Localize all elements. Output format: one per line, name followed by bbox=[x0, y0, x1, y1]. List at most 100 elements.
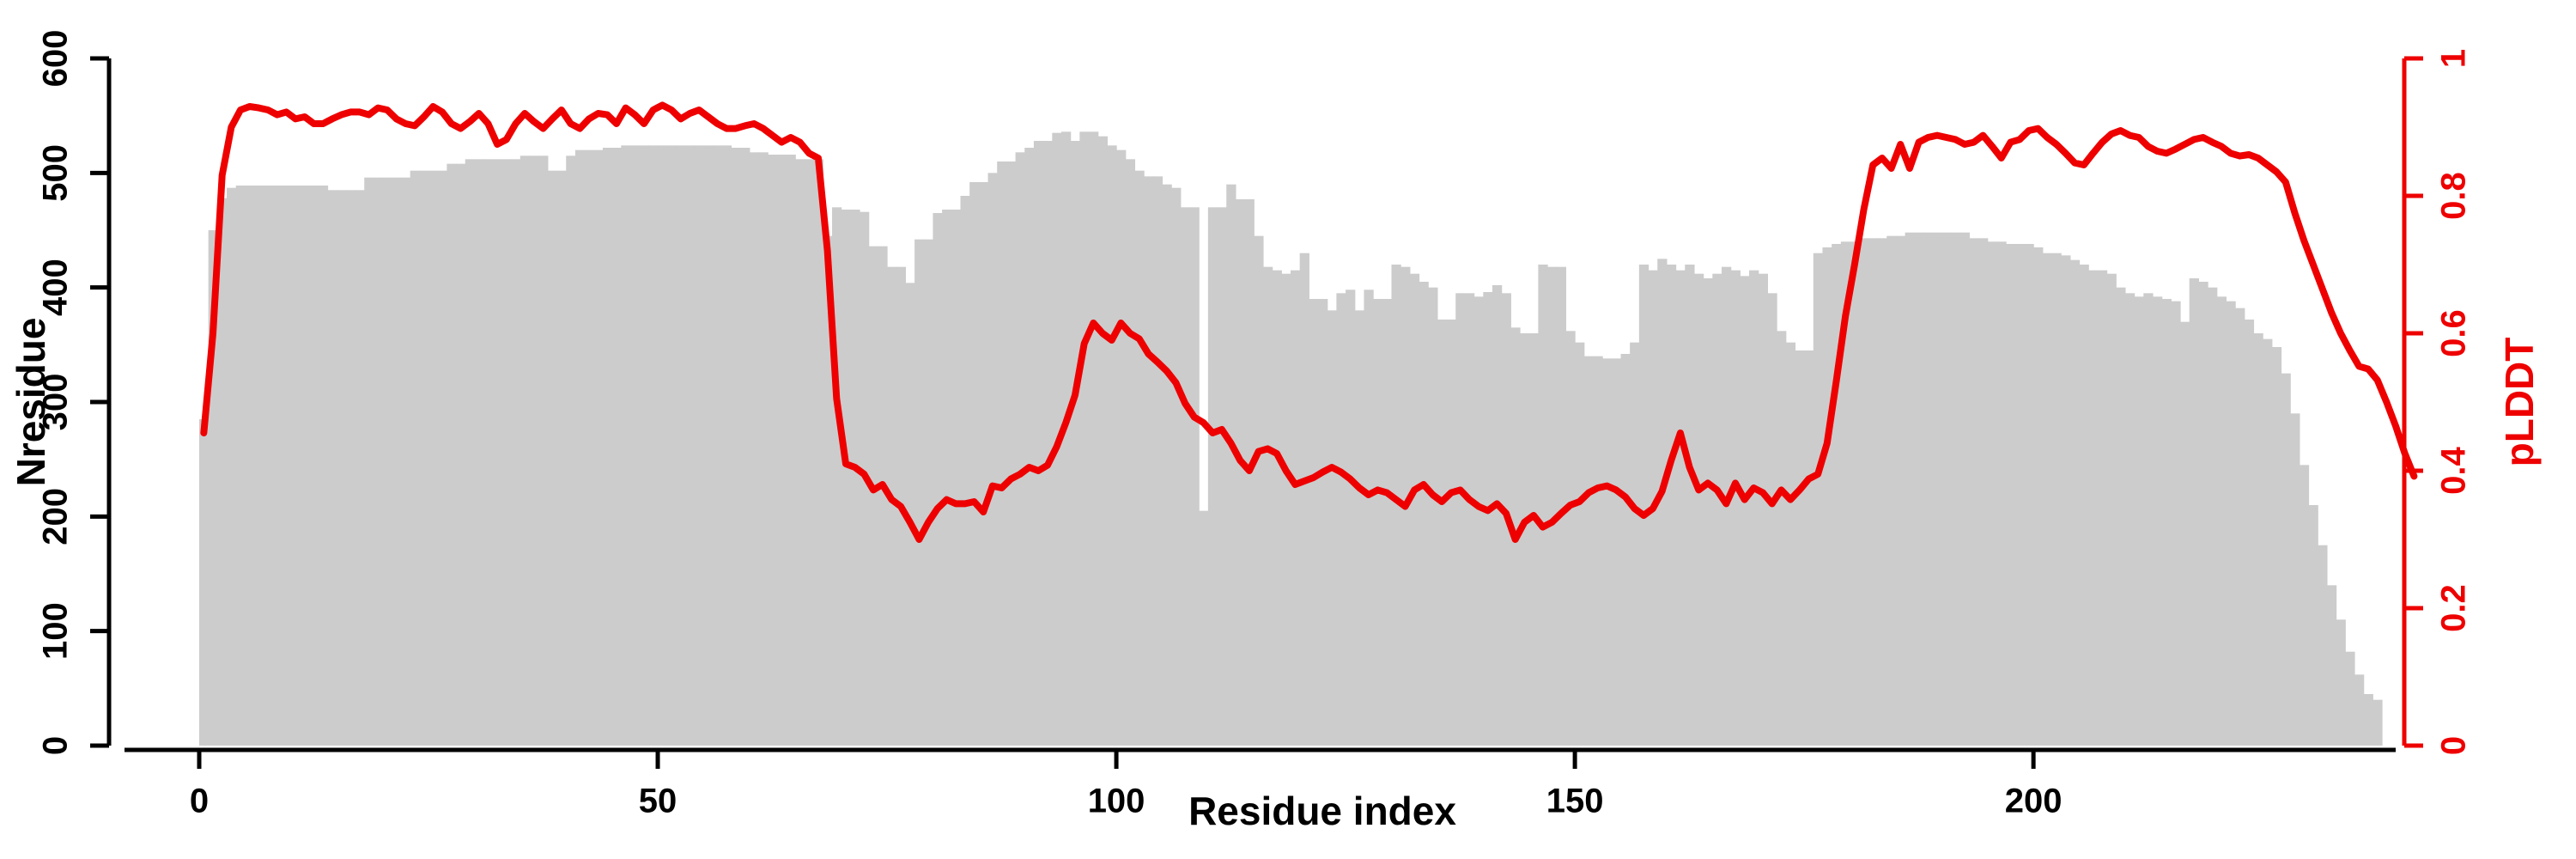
nresidue-bar bbox=[2069, 259, 2081, 746]
nresidue-bar bbox=[309, 186, 319, 746]
nresidue-bar bbox=[1199, 510, 1209, 746]
nresidue-bar bbox=[584, 149, 594, 746]
nresidue-bar bbox=[1492, 285, 1503, 746]
right-tick-label: 0.4 bbox=[2435, 446, 2473, 494]
nresidue-bar bbox=[245, 186, 255, 746]
nresidue-bar bbox=[1336, 293, 1346, 746]
nresidue-bar bbox=[400, 177, 411, 746]
nresidue-bar bbox=[1602, 358, 1613, 746]
nresidue-bar bbox=[547, 170, 558, 746]
right-tick-label: 1 bbox=[2435, 49, 2473, 68]
nresidue-bar bbox=[2216, 296, 2227, 746]
nresidue-bar bbox=[1712, 273, 1722, 746]
nresidue-bar bbox=[1033, 141, 1044, 746]
nresidue-bar bbox=[227, 187, 237, 746]
nresidue-bar bbox=[850, 210, 860, 746]
nresidue-bar bbox=[1327, 310, 1337, 746]
nresidue-bar bbox=[1767, 293, 1777, 746]
nresidue-bar bbox=[566, 155, 576, 746]
nresidue-bar bbox=[831, 207, 842, 746]
nresidue-bar bbox=[1409, 273, 1420, 746]
nresidue-bar bbox=[2372, 699, 2383, 746]
nresidue-bar bbox=[2097, 270, 2108, 746]
nresidue-bar bbox=[428, 170, 439, 746]
plddt-line bbox=[200, 101, 2418, 543]
nresidue-bar bbox=[1565, 331, 1576, 746]
nresidue-bar bbox=[1015, 152, 1025, 746]
nresidue-bar bbox=[823, 235, 833, 746]
nresidue-bar bbox=[1941, 232, 1952, 746]
nresidue-bar bbox=[2318, 545, 2328, 746]
nresidue-bar bbox=[1620, 354, 1631, 746]
x-axis-title: Residue index bbox=[1188, 789, 1456, 833]
nresidue-bar bbox=[290, 186, 301, 746]
nresidue-bar bbox=[2124, 293, 2136, 746]
nresidue-bar bbox=[914, 239, 925, 746]
nresidue-bar bbox=[987, 173, 998, 746]
nresidue-bar bbox=[1254, 235, 1264, 746]
left-tick-label: 200 bbox=[37, 488, 75, 545]
nresidue-bar bbox=[1152, 176, 1163, 746]
nresidue-bar bbox=[1005, 161, 1017, 746]
nresidue-bar bbox=[2198, 282, 2208, 746]
nresidue-bar bbox=[263, 186, 274, 746]
nresidue-bar bbox=[1089, 131, 1099, 746]
nresidue-bar bbox=[878, 246, 888, 746]
nresidue-bar bbox=[1464, 293, 1475, 746]
nresidue-bar bbox=[2308, 505, 2318, 746]
nresidue-bar bbox=[1391, 265, 1401, 746]
x-tick-label: 150 bbox=[1546, 783, 1604, 820]
nresidue-bar bbox=[841, 210, 851, 746]
nresidue-bar bbox=[942, 210, 952, 746]
nresidue-bar bbox=[1813, 253, 1824, 746]
nresidue-bar bbox=[978, 182, 989, 746]
bottom-axis: 0 50 100 150 200 Residue index bbox=[125, 747, 2396, 833]
nresidue-bar bbox=[1373, 299, 1383, 746]
nresidue-bar bbox=[2363, 694, 2373, 746]
left-tick-label: 0 bbox=[37, 736, 75, 755]
nresidue-bar bbox=[2061, 255, 2071, 746]
nresidue-bar bbox=[1042, 141, 1053, 746]
nresidue-bar bbox=[1575, 342, 1585, 746]
nresidue-bar bbox=[621, 145, 631, 746]
nresidue-bar bbox=[2024, 244, 2034, 746]
nresidue-bar bbox=[1996, 241, 2007, 746]
nresidue-bar bbox=[364, 177, 374, 746]
nresidue-bar bbox=[1932, 232, 1942, 746]
nresidue-bar bbox=[1217, 207, 1227, 746]
nresidue-bar bbox=[1630, 342, 1640, 746]
nresidue-bar bbox=[1299, 253, 1309, 746]
nresidue-bar bbox=[456, 163, 466, 746]
nresidue-bar bbox=[1675, 270, 1686, 746]
nresidue-bar bbox=[2263, 338, 2273, 746]
nresidue-bar bbox=[1171, 187, 1182, 746]
nresidue-bar bbox=[969, 182, 980, 746]
nresidue-bar bbox=[2253, 333, 2263, 746]
nresidue-bar bbox=[639, 145, 649, 746]
right-tick-label: 0.6 bbox=[2435, 309, 2473, 357]
nresidue-bar bbox=[1703, 278, 1713, 746]
nresidue-bar bbox=[611, 148, 622, 746]
nresidue-bar bbox=[1354, 310, 1365, 746]
nresidue-bar bbox=[666, 145, 677, 746]
nresidue-bar bbox=[474, 159, 484, 746]
nresidue-bar bbox=[1657, 259, 1668, 746]
x-axis-ticks: 0 50 100 150 200 bbox=[190, 750, 2063, 820]
nresidue-bar bbox=[556, 170, 567, 746]
nresidue-bar bbox=[694, 145, 705, 746]
nresidue-bar bbox=[1822, 247, 1832, 746]
nresidue-bar bbox=[1107, 145, 1117, 746]
nresidue-bar bbox=[1318, 299, 1328, 746]
nresidue-bar bbox=[1520, 333, 1530, 746]
nresidue-bar bbox=[703, 145, 714, 746]
nresidue-bar bbox=[905, 283, 915, 746]
x-tick-label: 50 bbox=[639, 783, 677, 820]
right-axis-ticks: 0 0.2 0.4 0.6 0.8 1 bbox=[2404, 49, 2473, 755]
nresidue-bar bbox=[1886, 235, 1897, 746]
nresidue-bar bbox=[437, 170, 447, 746]
nresidue-bar bbox=[1666, 265, 1677, 746]
nresidue-bar bbox=[300, 186, 310, 746]
nresidue-bar bbox=[217, 198, 228, 746]
nresidue-bar bbox=[1309, 299, 1319, 746]
